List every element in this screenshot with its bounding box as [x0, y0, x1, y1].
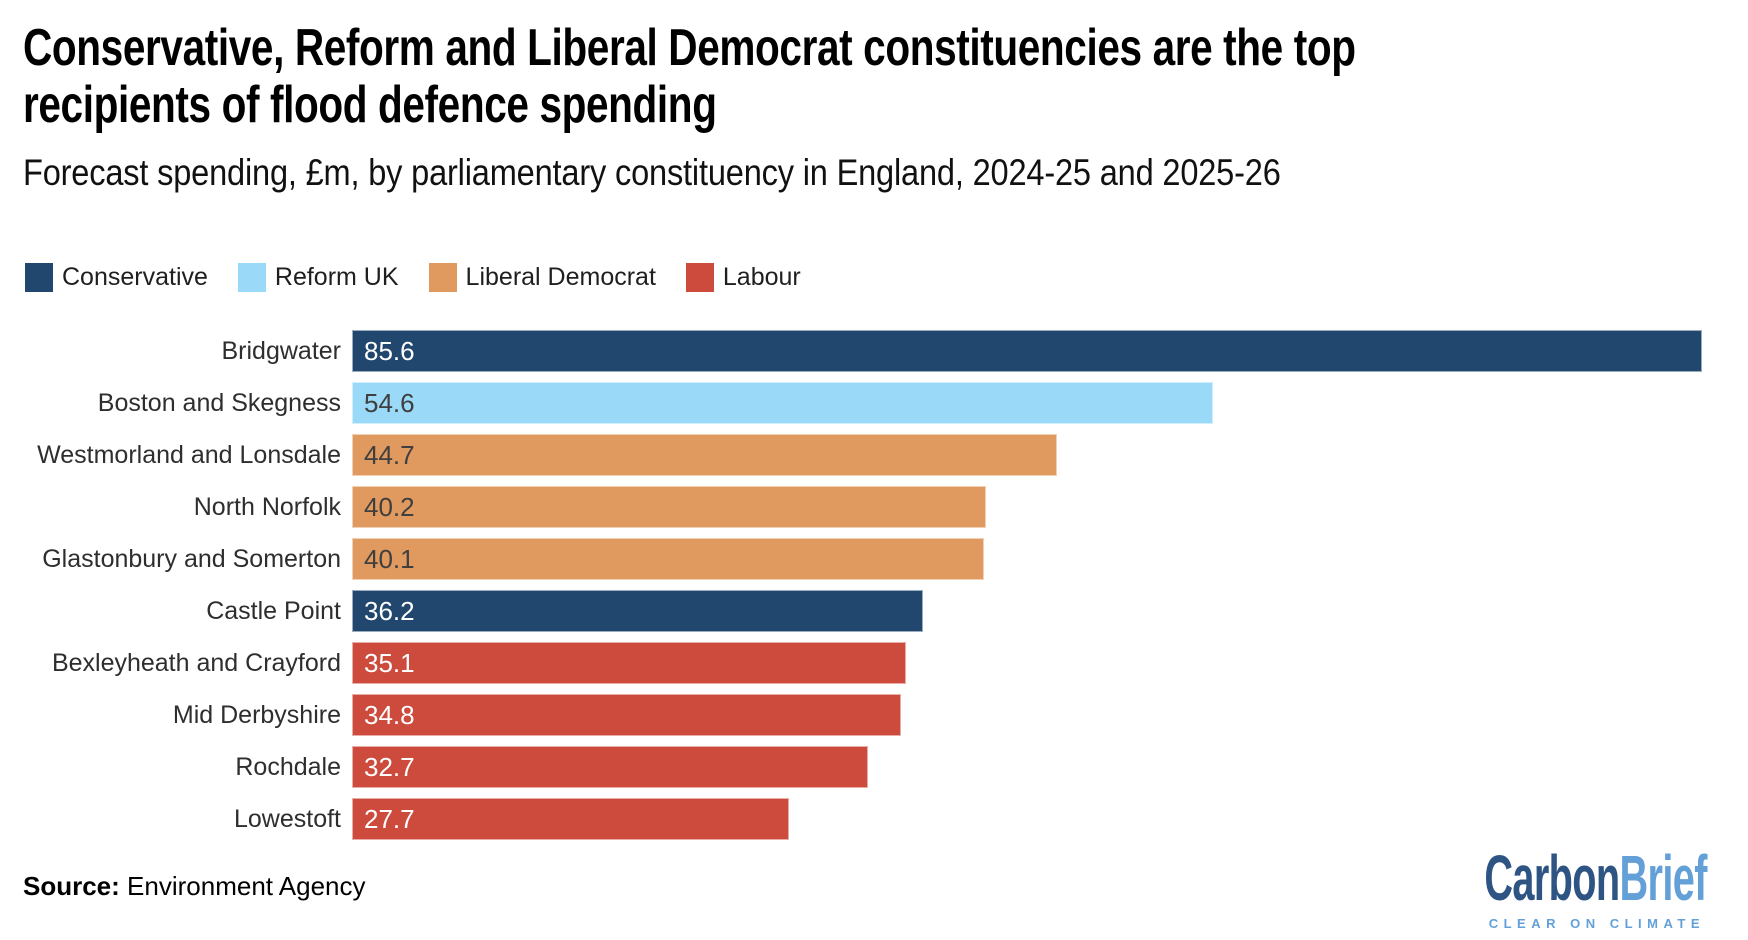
chart-title-line-1: Conservative, Reform and Liberal Democra…: [23, 19, 1356, 77]
bar-track: 36.2: [352, 590, 1702, 632]
bar-value-label: 54.6: [364, 387, 415, 418]
legend-label: Liberal Democrat: [465, 263, 656, 291]
category-label: Rochdale: [235, 752, 341, 781]
category-label: Bexleyheath and Crayford: [51, 648, 341, 677]
chart-subtitle: Forecast spending, £m, by parliamentary …: [23, 152, 1281, 193]
carbonbrief-logo: CarbonBrief CLEAR ON CLIMATE: [1348, 846, 1708, 931]
category-label: Mid Derbyshire: [172, 700, 341, 729]
logo-wordmark-carbon: Carbon: [1484, 842, 1621, 914]
bar-value-label: 32.7: [364, 751, 415, 782]
subtitle-wrap: Forecast spending, £m, by parliamentary …: [23, 152, 1452, 194]
bar-value-label: 27.7: [364, 803, 415, 834]
bar-westmorland-and-lonsdale: 44.7: [352, 434, 1057, 476]
chart-title-line-2: recipients of flood defence spending: [23, 76, 717, 134]
category-label: Lowestoft: [233, 804, 341, 833]
bar-lowestoft: 27.7: [352, 798, 789, 840]
bar-rochdale: 32.7: [352, 746, 868, 788]
source-value: Environment Agency: [127, 871, 366, 901]
logo-wordmark: CarbonBrief: [1485, 846, 1708, 910]
logo-tagline: CLEAR ON CLIMATE: [1488, 916, 1705, 931]
bar-bridgwater: 85.6: [352, 330, 1702, 372]
legend-label: Labour: [722, 263, 801, 291]
logo-wordmark-brief: Brief: [1619, 842, 1708, 914]
category-label: North Norfolk: [193, 492, 341, 521]
bar-track: 40.1: [352, 538, 1702, 580]
legend-item-labour: Labour: [685, 263, 801, 292]
bar-value-label: 40.1: [364, 543, 415, 574]
bar-row: North Norfolk 40.2: [0, 481, 1748, 533]
category-label: Westmorland and Lonsdale: [37, 440, 341, 469]
category-label: Boston and Skegness: [97, 388, 341, 417]
category-label: Castle Point: [206, 596, 341, 625]
category-label: Glastonbury and Somerton: [42, 544, 341, 573]
title-block: Conservative, Reform and Liberal Democra…: [23, 20, 1731, 134]
bar-row: Bridgwater 85.6: [0, 325, 1748, 377]
source-note: Source: Environment Agency: [23, 871, 366, 902]
bar-north-norfolk: 40.2: [352, 486, 986, 528]
bar-row: Boston and Skegness 54.6: [0, 377, 1748, 429]
bar-chart: Bridgwater 85.6 Boston and Skegness 54.6 Wes…: [0, 325, 1748, 845]
legend: Conservative Reform UK Liberal Democrat Lab…: [25, 263, 801, 292]
bar-value-label: 35.1: [364, 647, 415, 678]
bar-row: Rochdale 32.7: [0, 741, 1748, 793]
legend-swatch: [237, 263, 266, 292]
bar-boston-and-skegness: 54.6: [352, 382, 1214, 424]
bar-track: 34.8: [352, 694, 1702, 736]
bar-track: 85.6: [352, 330, 1702, 372]
bar-track: 54.6: [352, 382, 1702, 424]
bar-mid-derbyshire: 34.8: [352, 694, 901, 736]
bar-track: 27.7: [352, 798, 1702, 840]
bar-track: 44.7: [352, 434, 1702, 476]
bar-castle-point: 36.2: [352, 590, 923, 632]
bar-value-label: 85.6: [364, 335, 415, 366]
bar-glastonbury-and-somerton: 40.1: [352, 538, 985, 580]
legend-label: Conservative: [62, 263, 208, 291]
bar-row: Bexleyheath and Crayford 35.1: [0, 637, 1748, 689]
legend-item-conservative: Conservative: [25, 263, 208, 292]
bar-track: 40.2: [352, 486, 1702, 528]
bar-track: 35.1: [352, 642, 1702, 684]
bar-value-label: 34.8: [364, 699, 415, 730]
source-label: Source:: [23, 871, 120, 901]
legend-item-liberal-democrat: Liberal Democrat: [428, 263, 656, 292]
legend-swatch: [685, 263, 714, 292]
bar-row: Westmorland and Lonsdale 44.7: [0, 429, 1748, 481]
category-label: Bridgwater: [221, 336, 342, 365]
legend-swatch: [25, 263, 53, 292]
bar-value-label: 44.7: [364, 439, 415, 470]
bar-row: Mid Derbyshire 34.8: [0, 689, 1748, 741]
bar-value-label: 36.2: [364, 595, 415, 626]
legend-item-reform-uk: Reform UK: [237, 263, 399, 292]
bar-row: Castle Point 36.2: [0, 585, 1748, 637]
bar-bexleyheath-and-crayford: 35.1: [352, 642, 906, 684]
legend-label: Reform UK: [274, 263, 399, 291]
bar-row: Glastonbury and Somerton 40.1: [0, 533, 1748, 585]
bar-row: Lowestoft 27.7: [0, 793, 1748, 845]
bar-track: 32.7: [352, 746, 1702, 788]
legend-swatch: [428, 263, 457, 292]
bar-value-label: 40.2: [364, 491, 415, 522]
